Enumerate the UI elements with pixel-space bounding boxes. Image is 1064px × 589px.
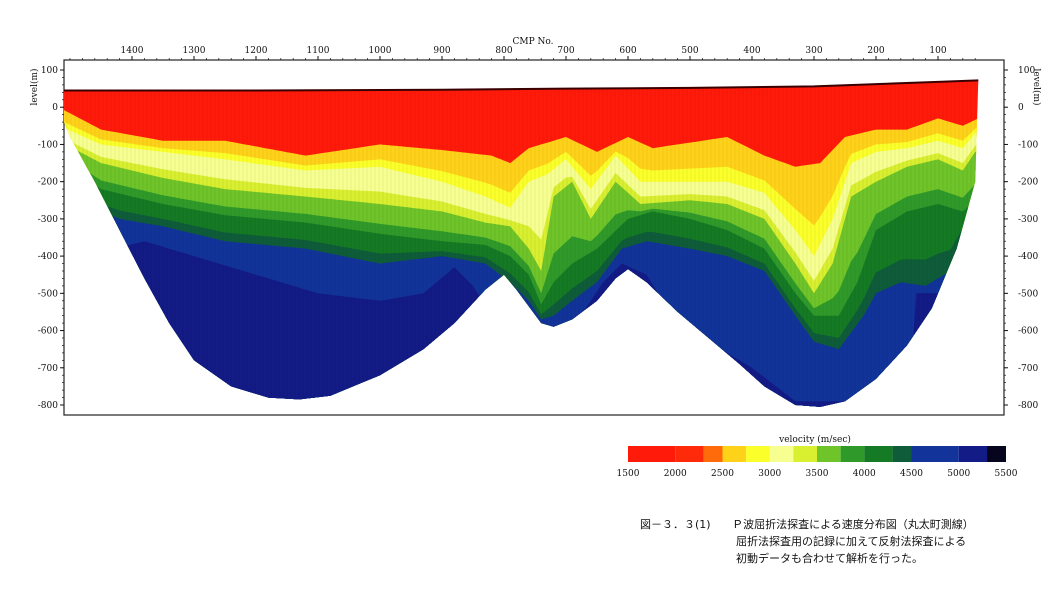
figure-title: Ｐ波屈折法探査による速度分布図（丸太町測線）: [732, 518, 974, 531]
x-tick-label: 500: [681, 46, 698, 56]
caption-line-2: 初動データも合わせて解析を行った。: [736, 552, 923, 565]
x-tick-label: 1000: [369, 46, 392, 56]
x-tick-label: 700: [557, 46, 574, 56]
x-tick-label: 1100: [307, 46, 330, 56]
y-axis-left: 100 0 -100 -200 -300 -400 -500 -600 -700 -800: [38, 66, 64, 411]
colorbar-swatch-2000: [675, 446, 704, 462]
y-tick-label-left: -500: [38, 289, 58, 299]
x-tick-label: 1300: [183, 46, 206, 56]
y-tick-label-right: -500: [1018, 289, 1038, 299]
ground-surface-line: [64, 79, 979, 92]
y-tick-label-right: 0: [1018, 103, 1024, 113]
x-tick-label: 600: [619, 46, 636, 56]
y-tick-label-left: -700: [38, 364, 58, 374]
colorbar-swatch-2300: [703, 446, 723, 462]
colorbar-swatch-1500: [628, 446, 676, 462]
y-tick-label-left: 100: [41, 66, 58, 76]
x-tick-label: 200: [867, 46, 884, 56]
x-tick-label: 1400: [121, 46, 144, 56]
y-axis-left-title: level(m): [29, 68, 40, 105]
y-tick-label-right: -400: [1018, 252, 1038, 262]
y-axis-right: 100 0 -100 -200 -300 -400 -500 -600 -700 -800: [1004, 66, 1038, 411]
x-tick-label: 400: [743, 46, 760, 56]
y-tick-label-left: -600: [38, 327, 58, 337]
y-tick-label-right: -700: [1018, 364, 1038, 374]
y-tick-label-left: -100: [38, 140, 58, 150]
x-axis-top: 1400 1300 1200 1100 1000 900 800 700 600 500 400 30…: [69, 46, 976, 60]
x-tick-label: 800: [495, 46, 512, 56]
y-tick-label-right: -300: [1018, 215, 1038, 225]
y-tick-label-right: -100: [1018, 140, 1038, 150]
x-tick-label: 100: [929, 46, 946, 56]
colorbar-swatch-3500: [817, 446, 841, 462]
colorbar-swatch-4000: [864, 446, 893, 462]
x-tick-label: 900: [433, 46, 450, 56]
y-tick-label-right: -600: [1018, 327, 1038, 337]
colorbar-swatch-3750: [840, 446, 865, 462]
colorbar-tick-label: 4500: [900, 469, 923, 479]
x-tick-label: 1200: [245, 46, 268, 56]
caption-line-1: 屈折法探査用の記録に加えて反射法探査による: [736, 535, 967, 548]
y-tick-label-right: -800: [1018, 401, 1038, 411]
colorbar-ticks: 1500 2000 2500 3000 3500 4000 4500 5000 5500: [617, 469, 1018, 479]
colorbar-tick-label: 1500: [617, 469, 640, 479]
y-tick-label-left: -400: [38, 252, 58, 262]
y-tick-label-right: 100: [1018, 66, 1035, 76]
figure-number: 図－３．３(1): [640, 518, 711, 531]
velocity-colorbar: [628, 446, 1006, 462]
colorbar-tick-label: 5000: [947, 469, 970, 479]
y-tick-label-left: -200: [38, 178, 58, 188]
colorbar-tick-label: 3000: [758, 469, 781, 479]
colorbar-swatch-2500: [722, 446, 747, 462]
colorbar-tick-label: 4000: [853, 469, 876, 479]
y-tick-label-left: -800: [38, 401, 58, 411]
colorbar-swatch-2750: [746, 446, 770, 462]
colorbar-tick-label: 5500: [995, 469, 1018, 479]
y-axis-right-title: level(m): [1031, 68, 1042, 105]
colorbar-swatch-3000: [769, 446, 794, 462]
figure-caption: 図－３．３(1) Ｐ波屈折法探査による速度分布図（丸太町測線） 屈折法探査用の記…: [640, 516, 1060, 567]
y-tick-label-left: -300: [38, 215, 58, 225]
colorbar-swatch-4300: [892, 446, 912, 462]
colorbar-swatch-4500: [911, 446, 959, 462]
colorbar-tick-label: 2000: [664, 469, 687, 479]
y-tick-label-left: 0: [52, 103, 58, 113]
colorbar-title: velocity (m/sec): [778, 434, 851, 445]
y-tick-label-right: -200: [1018, 178, 1038, 188]
colorbar-swatch-5000: [958, 446, 988, 462]
x-axis-title: CMP No.: [512, 37, 553, 47]
x-tick-label: 300: [805, 46, 822, 56]
colorbar-tick-label: 2500: [711, 469, 734, 479]
colorbar-swatch-end: [987, 446, 1006, 462]
colorbar-tick-label: 3500: [806, 469, 829, 479]
colorbar-swatch-3250: [793, 446, 817, 462]
